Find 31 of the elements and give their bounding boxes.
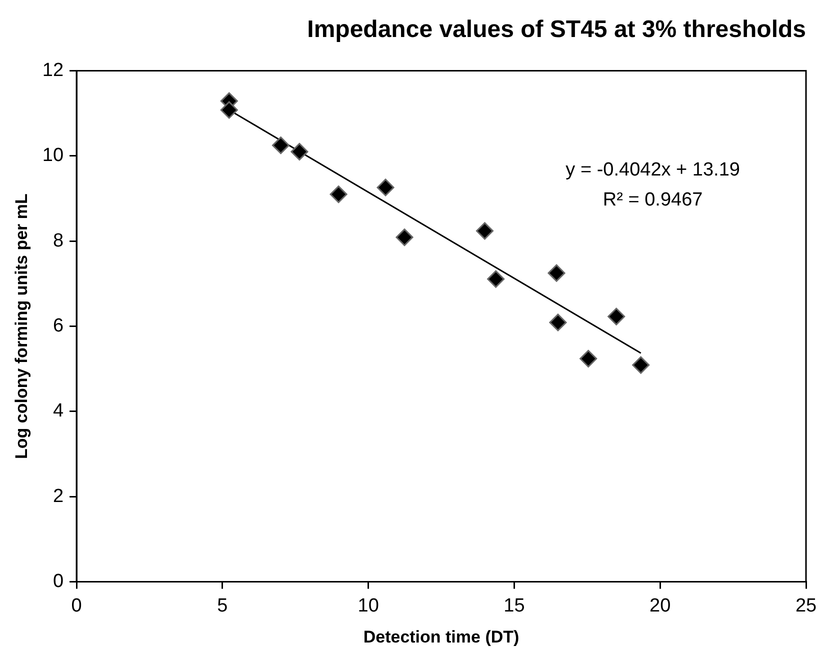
annotation: R² = 0.9467 <box>602 190 703 211</box>
y-tick-label: 10 <box>42 145 64 166</box>
y-tick-label: 8 <box>52 230 64 252</box>
x-tick-label: 0 <box>71 595 82 616</box>
x-tick-label: 5 <box>217 595 228 616</box>
x-tick-label: 25 <box>795 595 817 616</box>
point <box>608 308 626 326</box>
point <box>396 228 414 246</box>
x-tick-label: 20 <box>650 595 671 616</box>
x-axis-title: Detection time (DT) <box>363 627 520 646</box>
y-tick-label: 6 <box>52 316 64 337</box>
point <box>548 264 566 282</box>
chart-title: Impedance values of ST45 at 3% thresholds <box>307 16 806 44</box>
point <box>549 314 567 332</box>
y-axis-title: Log colony forming units per mL <box>12 194 31 459</box>
point <box>330 186 348 204</box>
y-tick-label: 4 <box>52 400 64 422</box>
point <box>376 178 394 196</box>
point <box>487 270 505 288</box>
point <box>290 142 308 160</box>
point <box>632 356 650 374</box>
point <box>220 101 238 119</box>
y-tick-label: 2 <box>52 486 64 507</box>
x-tick-label: 15 <box>504 595 525 616</box>
x-tick-label: 10 <box>358 595 379 616</box>
y-tick-label: 0 <box>52 571 64 592</box>
annotation: y = -0.4042x + 13.19 <box>566 160 740 181</box>
point <box>272 136 290 154</box>
point <box>476 222 494 240</box>
y-tick-label: 12 <box>42 60 64 82</box>
point <box>580 350 598 368</box>
